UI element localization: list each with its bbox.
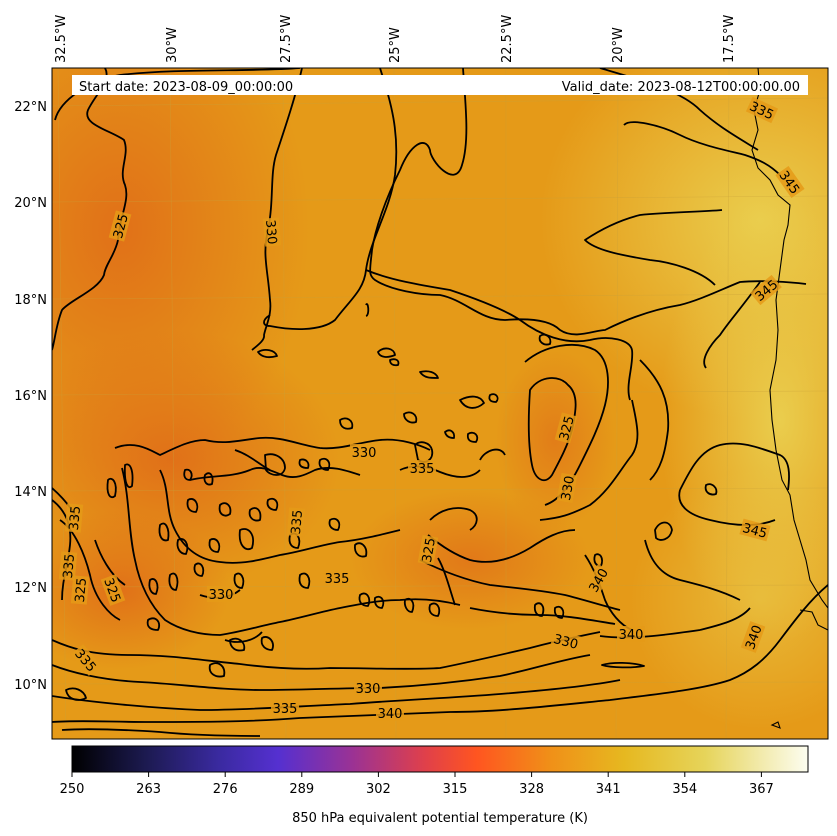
colorbar-tick-label: 341	[596, 782, 621, 797]
latitude-tick-label: 22°N	[14, 100, 47, 115]
latitude-tick-label: 16°N	[14, 389, 47, 404]
longitude-tick-label: 20°W	[611, 27, 626, 63]
latitude-tick-label: 20°N	[14, 196, 47, 211]
contour-label-text: 330	[209, 588, 234, 603]
latitude-axis: 22°N 20°N 18°N 16°N 14°N 12°N 10°N	[14, 100, 47, 693]
contour-label: 325	[108, 210, 132, 242]
info-box	[72, 75, 808, 95]
contour-label-text: 340	[378, 707, 403, 722]
contour-label-text: 335	[410, 462, 435, 477]
contour-label: 335	[408, 460, 436, 477]
coastline	[751, 68, 828, 729]
contour-label: 330	[350, 444, 378, 461]
latitude-tick-label: 14°N	[14, 485, 47, 500]
colorbar-gradient	[71, 745, 809, 773]
contour-label: 330	[550, 629, 582, 653]
contour-label-text: 335	[325, 572, 350, 587]
contour-label: 330	[556, 472, 578, 504]
colorbar-tick-label: 289	[289, 782, 314, 797]
longitude-tick-label: 17.5°W	[722, 15, 737, 63]
start-date-text: Start date: 2023-08-09_00:00:00	[79, 80, 293, 95]
colorbar-tick-label: 250	[60, 782, 85, 797]
colorbar-tick-label: 354	[672, 782, 697, 797]
contour-label: 330	[354, 680, 382, 697]
contour-label-text: 335	[61, 553, 78, 579]
colorbar: 250 263 276 289 302 315 328 341 354 367 850 hPa e…	[60, 745, 809, 826]
contour-label-text: 335	[67, 505, 84, 531]
contour-label-text: 330	[356, 682, 381, 697]
contour-label: 335	[323, 570, 351, 587]
colorbar-label: 850 hPa equivalent potential temperature…	[292, 811, 588, 826]
latitude-tick-label: 18°N	[14, 293, 47, 308]
colorbar-ticks: 250 263 276 289 302 315 328 341 354 367	[60, 772, 774, 797]
longitude-tick-label: 25°W	[388, 27, 403, 63]
longitude-tick-label: 32.5°W	[54, 15, 69, 63]
colorbar-tick-label: 263	[136, 782, 161, 797]
colorbar-tick-label: 367	[749, 782, 774, 797]
contour-label: 330	[207, 586, 235, 603]
contour-label-text: 325	[557, 414, 578, 442]
contour-label-text: 330	[262, 219, 279, 245]
contour-label: 325	[554, 412, 578, 444]
contour-label-text: 340	[619, 628, 644, 643]
graticule	[52, 68, 828, 739]
contour-label-text: 330	[552, 632, 580, 653]
contour-label-text: 330	[352, 446, 377, 461]
contour-label: 325	[70, 575, 90, 605]
contour-label-text: 335	[289, 509, 306, 535]
colorbar-tick-label: 276	[213, 782, 238, 797]
contour-label: 345	[750, 274, 782, 306]
contour-label-text: 335	[273, 702, 298, 717]
contour-label: 335	[271, 700, 299, 717]
longitude-tick-label: 27.5°W	[279, 15, 294, 63]
latitude-tick-label: 10°N	[14, 678, 47, 693]
contour-label-text: 325	[111, 212, 132, 240]
colorbar-tick-label: 302	[366, 782, 391, 797]
longitude-axis: 32.5°W 30°W 27.5°W 25°W 22.5°W 20°W 17.5°W	[54, 15, 737, 63]
field-orange-east	[495, 350, 615, 530]
map-frame	[51, 67, 829, 740]
latitude-tick-label: 12°N	[14, 581, 47, 596]
field-yellow-southeast	[630, 470, 828, 730]
colorbar-tick-label: 328	[519, 782, 544, 797]
valid-date-text: Valid_date: 2023-08-12T00:00:00.00	[562, 80, 800, 95]
longitude-tick-label: 22.5°W	[500, 15, 515, 63]
colorbar-tick-label: 315	[443, 782, 468, 797]
contour-label: 330	[262, 217, 282, 247]
contour-label-text: 325	[420, 537, 439, 564]
contour-label-text: 325	[73, 577, 90, 603]
contour-label: 325	[417, 534, 439, 566]
contour-label: 340	[376, 705, 404, 722]
longitude-tick-label: 30°W	[165, 27, 180, 63]
contour-label: 340	[617, 626, 645, 643]
contour-label-text: 330	[559, 475, 578, 502]
contour-label: 335	[64, 503, 84, 533]
contour-label: 335	[58, 551, 78, 581]
contour-label-text: 345	[741, 521, 769, 542]
contour-label: 335	[286, 507, 306, 537]
contour-label: 345	[739, 518, 771, 542]
